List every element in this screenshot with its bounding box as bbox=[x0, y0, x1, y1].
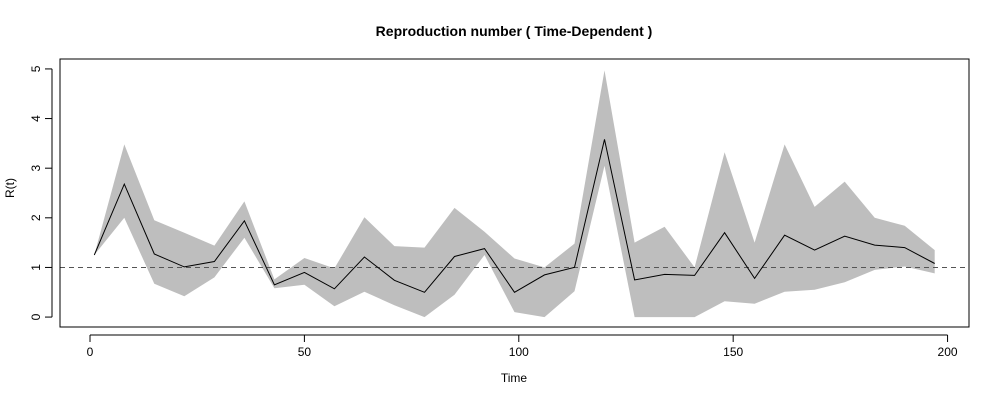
data-point bbox=[483, 247, 486, 250]
data-point bbox=[333, 287, 336, 290]
data-point bbox=[843, 235, 846, 238]
chart-title: Reproduction number ( Time-Dependent ) bbox=[376, 23, 653, 39]
data-point bbox=[903, 246, 906, 249]
data-point bbox=[753, 277, 756, 280]
data-point bbox=[783, 234, 786, 237]
x-tick-label: 100 bbox=[509, 345, 529, 359]
data-point bbox=[453, 255, 456, 258]
data-point bbox=[663, 273, 666, 276]
confidence-band-layer bbox=[94, 70, 935, 318]
x-tick-label: 200 bbox=[938, 345, 958, 359]
data-point bbox=[633, 278, 636, 281]
y-axis: 0 1 2 3 4 5 bbox=[29, 65, 53, 320]
data-point bbox=[93, 254, 96, 257]
data-point bbox=[213, 260, 216, 263]
data-point bbox=[543, 273, 546, 276]
y-axis-label: R(t) bbox=[3, 178, 17, 198]
confidence-band bbox=[94, 70, 935, 318]
data-point bbox=[243, 219, 246, 222]
plot-frame bbox=[59, 58, 970, 328]
data-point bbox=[693, 274, 696, 277]
x-tick-label: 150 bbox=[723, 345, 743, 359]
x-tick-label: 50 bbox=[298, 345, 312, 359]
data-point bbox=[123, 183, 126, 186]
data-point bbox=[393, 279, 396, 282]
x-axis-label: Time bbox=[501, 371, 528, 385]
y-tick-label: 2 bbox=[29, 214, 43, 221]
data-point bbox=[273, 283, 276, 286]
data-point bbox=[183, 265, 186, 268]
data-point bbox=[603, 138, 606, 141]
data-point bbox=[873, 244, 876, 247]
data-point bbox=[153, 253, 156, 256]
data-point bbox=[513, 291, 516, 294]
data-point bbox=[813, 249, 816, 252]
x-tick-label: 0 bbox=[87, 345, 94, 359]
y-tick-label: 1 bbox=[29, 264, 43, 271]
y-tick-label: 4 bbox=[29, 115, 43, 122]
y-tick-label: 5 bbox=[29, 65, 43, 72]
y-tick-label: 0 bbox=[29, 313, 43, 320]
x-axis: 0 50 100 150 200 bbox=[87, 334, 958, 359]
data-point bbox=[573, 266, 576, 269]
data-point bbox=[363, 256, 366, 259]
data-point bbox=[423, 291, 426, 294]
series-line-layer bbox=[93, 138, 936, 294]
rt-series-line bbox=[93, 139, 935, 293]
data-point bbox=[933, 262, 936, 265]
data-point bbox=[303, 271, 306, 274]
y-tick-label: 3 bbox=[29, 165, 43, 172]
data-point bbox=[723, 231, 726, 234]
